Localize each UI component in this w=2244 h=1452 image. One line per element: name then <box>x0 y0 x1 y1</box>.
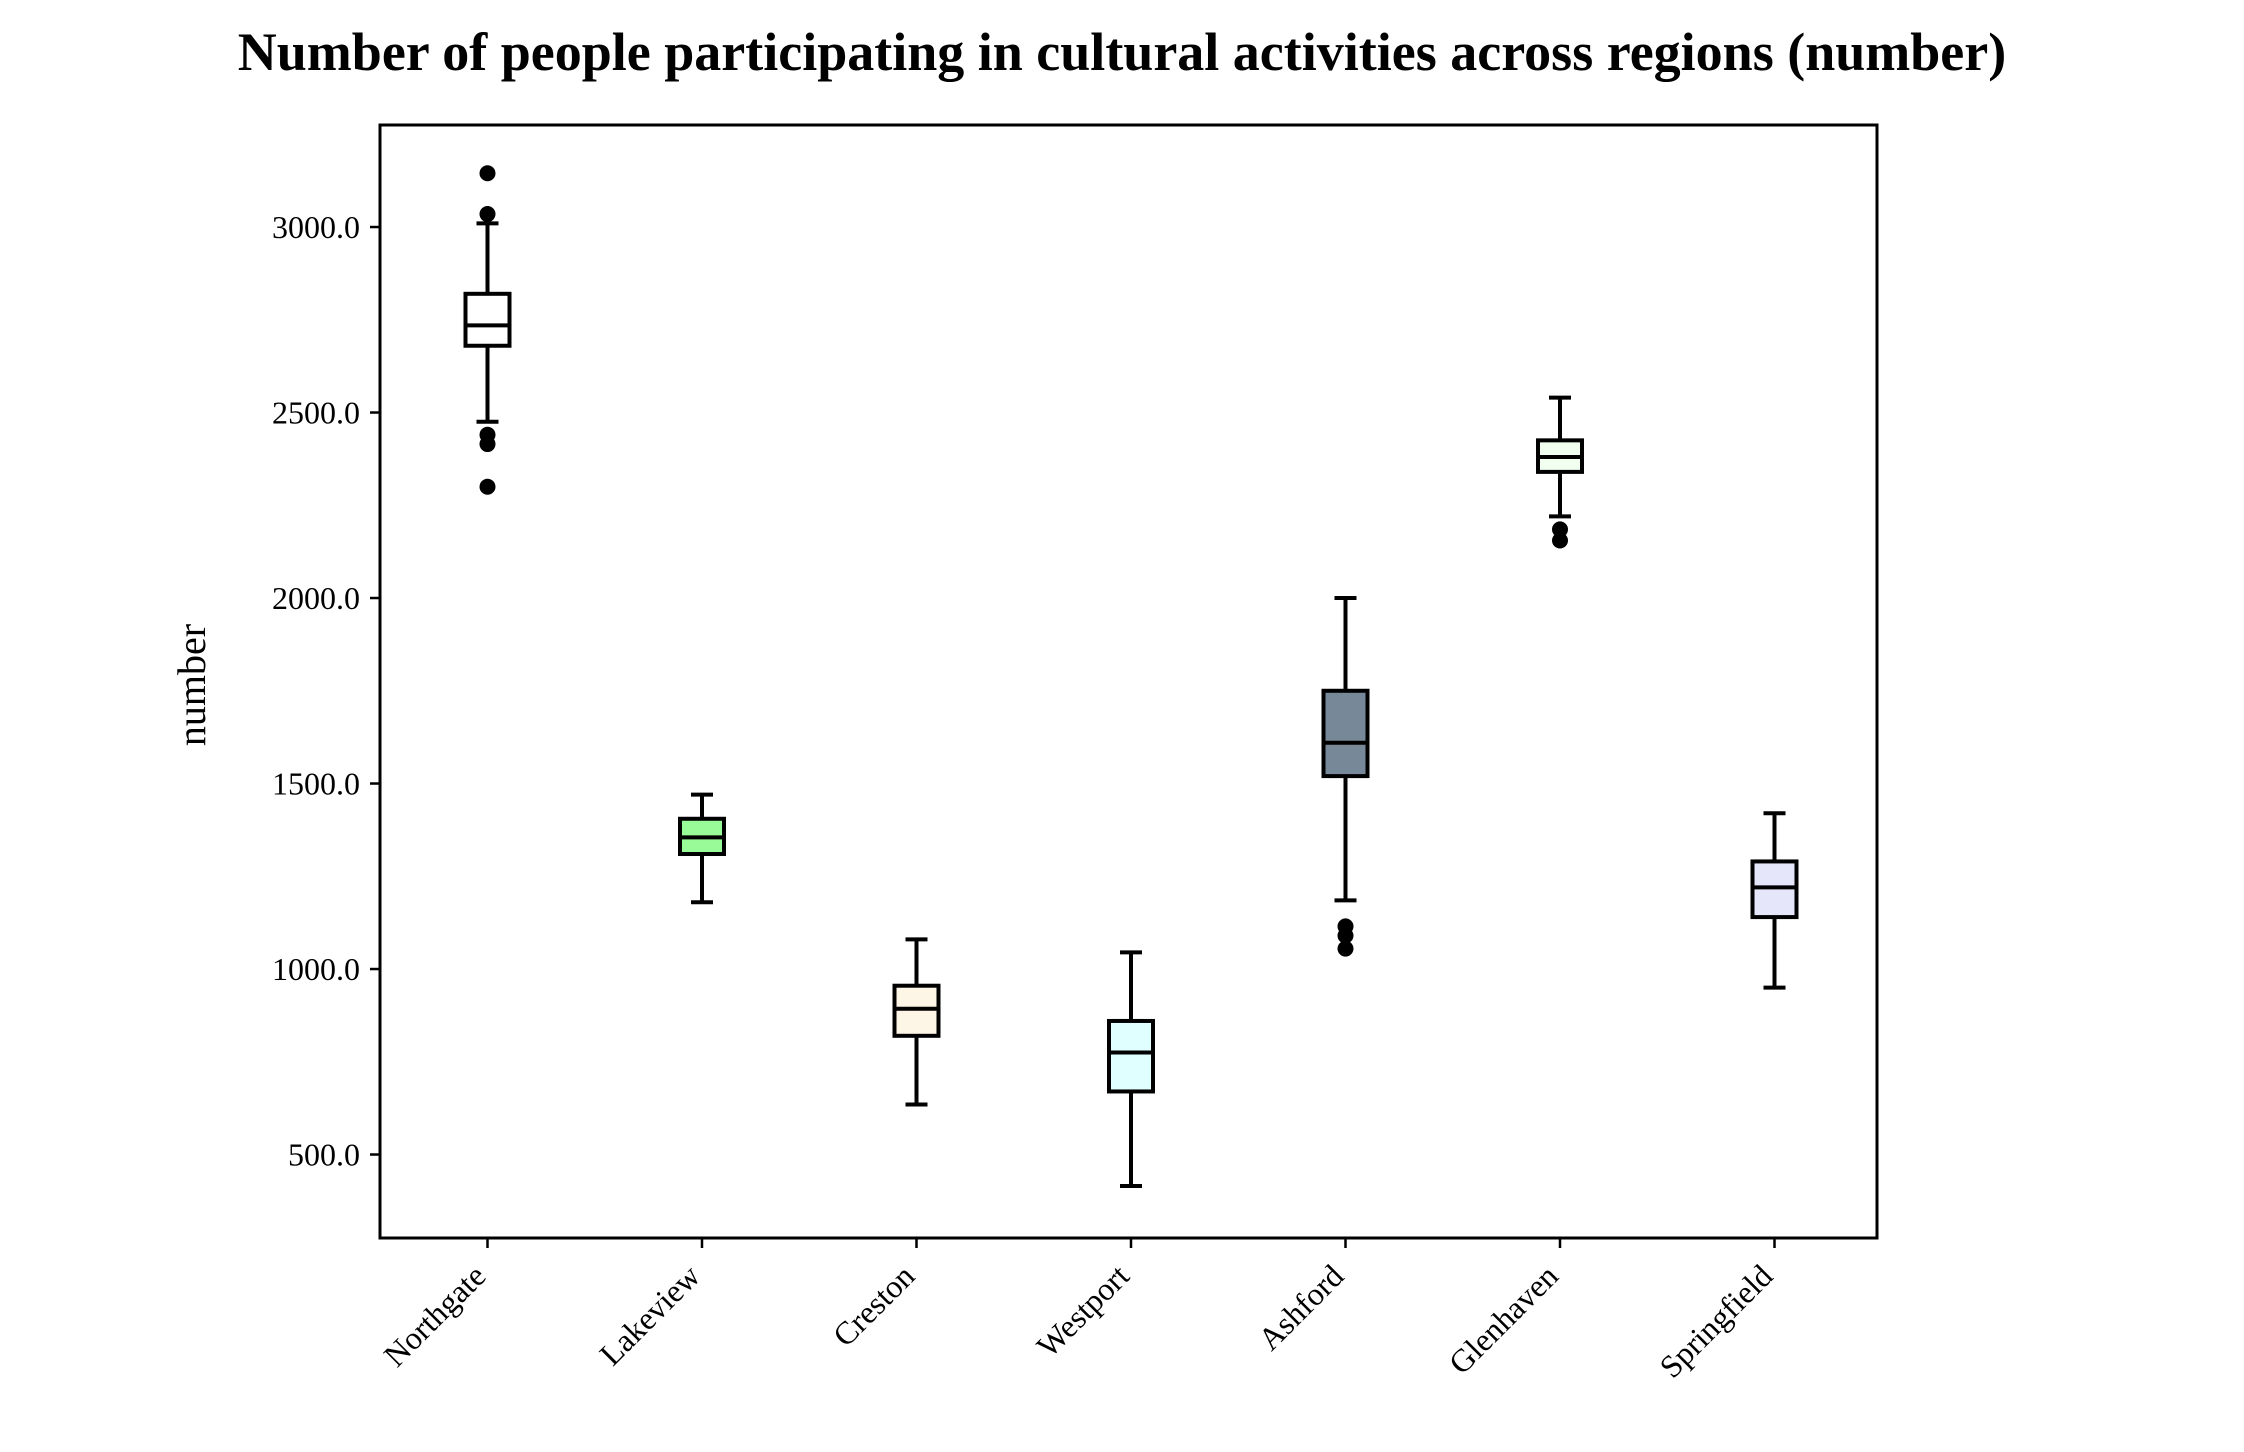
outlier-point <box>479 478 496 495</box>
y-tick-label: 1000.0 <box>272 951 360 987</box>
iqr-box <box>1321 688 1370 779</box>
y-tick-label: 2000.0 <box>272 580 360 616</box>
outlier-point <box>479 165 496 182</box>
outlier-point <box>1337 940 1354 957</box>
iqr-box <box>1107 1018 1155 1094</box>
outlier-point <box>1552 532 1568 549</box>
y-tick-label: 2500.0 <box>272 395 360 431</box>
y-axis-label: number <box>169 624 214 746</box>
iqr-box <box>463 291 512 348</box>
outlier-point <box>479 436 496 453</box>
outlier-point <box>479 206 496 223</box>
outlier-point <box>1337 927 1354 944</box>
chart-title: Number of people participating in cultur… <box>238 22 2006 82</box>
y-tick-label: 500.0 <box>288 1137 360 1173</box>
y-tick-label: 3000.0 <box>272 209 360 245</box>
plot-frame <box>378 123 1879 1240</box>
iqr-box <box>892 983 941 1038</box>
y-tick-label: 1500.0 <box>272 766 360 802</box>
outlier-point <box>1552 521 1568 538</box>
